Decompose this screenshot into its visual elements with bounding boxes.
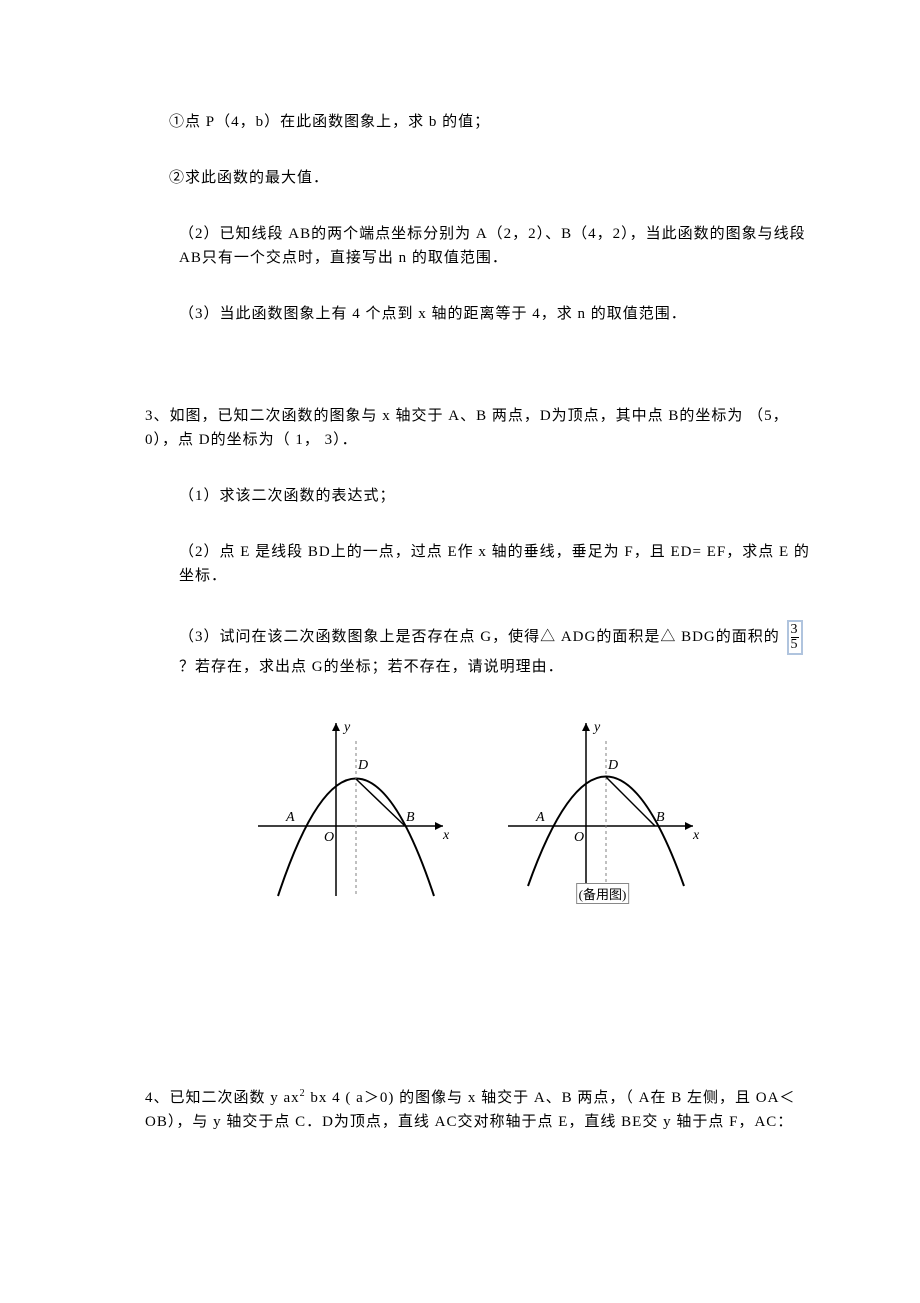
figure-backup: y x O A B D (备用图) xyxy=(498,711,708,906)
figure-main: y x O A B D xyxy=(248,711,458,906)
q3-part2: （2）点 E 是线段 BD上的一点，过点 E作 x 轴的垂线，垂足为 F，且 E… xyxy=(145,540,810,588)
point-a-label: A xyxy=(285,810,295,825)
q4-stem-a: 4、已知二次函数 y ax xyxy=(145,1090,300,1106)
axis-label-x: x xyxy=(442,828,450,843)
svg-text:O: O xyxy=(574,830,584,845)
q3-part1: （1）求该二次函数的表达式； xyxy=(145,484,810,508)
point-d-label: D xyxy=(357,758,368,773)
axis-label-y: y xyxy=(342,720,351,735)
figure-row: y x O A B D y x O A B D xyxy=(145,711,810,906)
q3-part3-text-a: （3）试问在该二次函数图象上是否存在点 G，使得△ ADG的面积是△ BDG的面… xyxy=(179,629,785,645)
svg-text:y: y xyxy=(592,720,601,735)
q2-part3: （3）当此函数图象上有 4 个点到 x 轴的距离等于 4，求 n 的取值范围． xyxy=(145,302,810,326)
point-b-label: B xyxy=(406,810,415,825)
origin-label: O xyxy=(324,830,334,845)
parabola-svg-main: y x O A B D xyxy=(248,711,458,906)
parabola-svg-backup: y x O A B D xyxy=(498,711,708,906)
figure-caption-backup: (备用图) xyxy=(576,883,630,904)
svg-text:x: x xyxy=(692,828,700,843)
q2-sub2: ②求此函数的最大值． xyxy=(145,166,810,190)
svg-text:A: A xyxy=(535,810,545,825)
q3-part3-text-b: ？若存在，求出点 G的坐标；若不存在，请说明理由． xyxy=(179,659,564,675)
q2-part2: （2）已知线段 AB的两个端点坐标分别为 A（2，2）、B（4，2），当此函数的… xyxy=(145,222,810,270)
q2-sub1: ①点 P（4，b）在此函数图象上，求 b 的值； xyxy=(145,110,810,134)
svg-text:B: B xyxy=(656,810,665,825)
fraction-3-5: 35 xyxy=(787,620,803,655)
svg-text:D: D xyxy=(607,758,618,773)
q3-stem: 3、如图，已知二次函数的图象与 x 轴交于 A、B 两点，D为顶点，其中点 B的… xyxy=(145,404,810,452)
q3-part3: （3）试问在该二次函数图象上是否存在点 G，使得△ ADG的面积是△ BDG的面… xyxy=(145,620,810,679)
q4-stem: 4、已知二次函数 y ax2 bx 4 ( a＞0) 的图像与 x 轴交于 A、… xyxy=(145,1086,810,1134)
